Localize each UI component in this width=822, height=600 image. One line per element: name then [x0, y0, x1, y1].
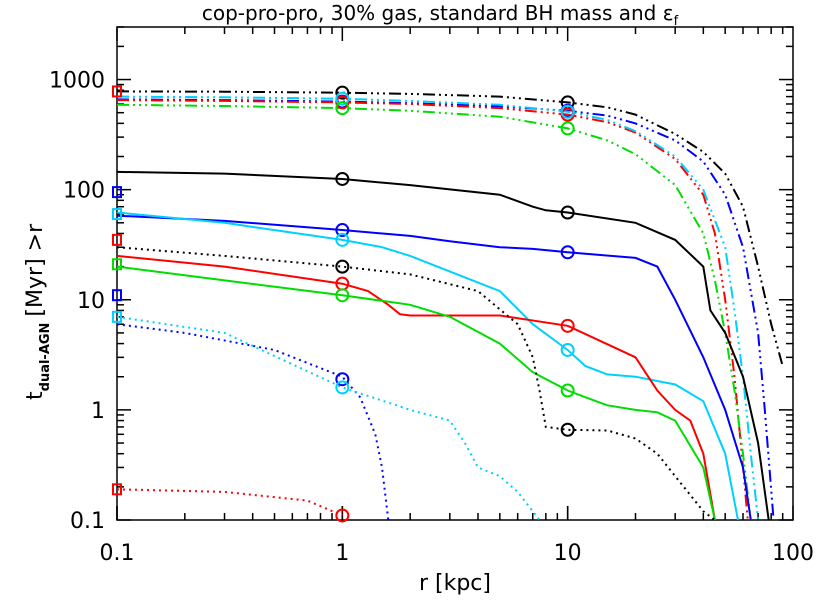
x-tick-label: 100	[772, 541, 814, 566]
y-tick-label: 0.1	[70, 509, 105, 534]
series-marker	[335, 223, 350, 238]
series-line-1	[117, 98, 775, 520]
series-marker	[560, 318, 575, 333]
y-axis-title-tail: [Myr] >r	[23, 223, 48, 317]
series-marker	[335, 101, 350, 116]
series-marker	[335, 380, 350, 395]
series-line-9	[117, 265, 716, 520]
series-marker	[335, 85, 350, 100]
series-marker	[335, 95, 350, 110]
y-tick-label: 10	[77, 289, 105, 314]
x-ticks: 0.1 1 10 100	[100, 27, 814, 566]
series-marker	[335, 232, 350, 247]
chart-title-main: cop-pro-pro, 30% gas, standard BH mass a…	[202, 1, 674, 25]
series-group	[117, 90, 784, 520]
series-marker	[560, 245, 575, 260]
series-marker	[560, 104, 575, 119]
x-axis-title: r [kpc]	[419, 571, 491, 596]
edge-marker	[112, 258, 122, 271]
series-marker	[335, 372, 350, 387]
series-line-10	[117, 246, 716, 520]
y-axis-title-sub: dual-AGN	[38, 323, 53, 392]
markers-group	[112, 85, 575, 523]
series-marker	[335, 259, 350, 274]
series-marker	[560, 205, 575, 220]
edge-marker	[112, 289, 122, 302]
series-line-11	[117, 323, 390, 520]
edge-marker	[112, 310, 122, 323]
series-line-8	[117, 254, 716, 520]
x-tick-label: 10	[554, 541, 582, 566]
y-tick-label: 1	[91, 399, 105, 424]
edge-marker	[112, 483, 122, 496]
series-line-12	[117, 315, 541, 520]
series-marker	[560, 342, 575, 357]
x-tick-label: 0.1	[100, 541, 135, 566]
x-tick-label: 1	[335, 541, 349, 566]
y-tick-label: 100	[63, 179, 105, 204]
edge-marker	[112, 85, 122, 98]
series-line-6	[117, 214, 752, 520]
series-marker	[335, 171, 350, 186]
series-marker	[335, 508, 350, 523]
series-line-0	[117, 90, 784, 367]
edge-marker	[112, 233, 122, 246]
series-marker	[560, 383, 575, 398]
series-line-3	[117, 95, 760, 520]
edge-marker	[112, 208, 122, 221]
series-line-4	[117, 103, 752, 520]
series-marker	[335, 288, 350, 303]
series-marker	[560, 121, 575, 136]
chart-title-sub: f	[674, 14, 679, 29]
plot-frame	[116, 26, 794, 521]
y-tick-label: 1000	[49, 69, 105, 94]
chart-title: cop-pro-pro, 30% gas, standard BH mass a…	[202, 1, 679, 29]
y-axis-title: tdual-AGN [Myr] >r	[23, 223, 53, 400]
edge-marker	[112, 186, 122, 199]
series-marker	[335, 91, 350, 106]
y-axis-title-main: t	[23, 391, 48, 400]
series-line-7	[117, 211, 739, 520]
y-ticks: 0.1 1 10 100 1000	[49, 26, 793, 534]
series-line-5	[117, 170, 770, 520]
series-marker	[560, 422, 575, 437]
series-line-2	[117, 99, 749, 520]
series-line-13	[117, 488, 343, 517]
